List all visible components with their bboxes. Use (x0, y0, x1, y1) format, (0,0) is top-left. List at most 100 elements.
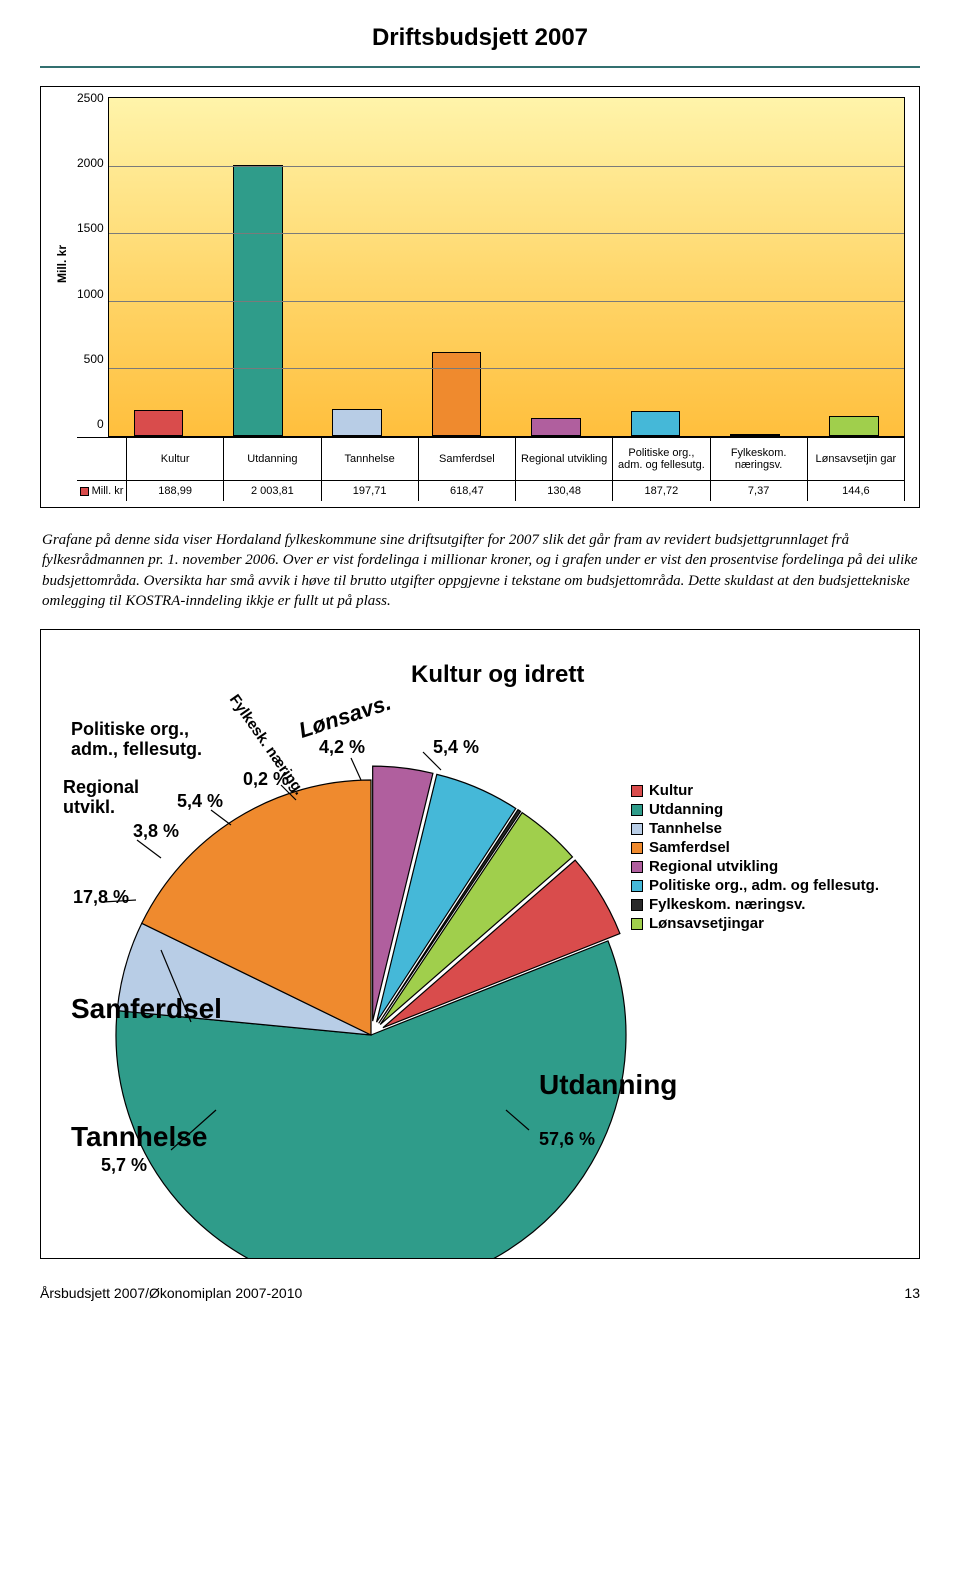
pie-legend-swatch (631, 823, 643, 835)
title-rule (40, 66, 920, 68)
pie-leader-line (211, 810, 231, 825)
pie-legend-item: Tannhelse (631, 820, 879, 837)
bar-value-cell: 130,48 (516, 481, 613, 501)
bar-category-label: Politiske org., adm. og fellesutg. (613, 438, 710, 480)
pie-callout-samferdsel-title: Samferdsel (71, 994, 222, 1025)
pie-callout-tannhelse-title: Tannhelse (71, 1122, 207, 1153)
pie-legend-label: Samferdsel (649, 839, 730, 856)
pie-legend-swatch (631, 918, 643, 930)
bar (829, 416, 879, 436)
pie-legend-swatch (631, 842, 643, 854)
pie-legend-label: Tannhelse (649, 820, 722, 837)
bar (134, 410, 184, 436)
pie-callout-kultur-title: Kultur og idrett (411, 662, 584, 688)
bar-legend-swatch (80, 487, 89, 496)
bar-ytick: 1000 (77, 287, 104, 301)
pie-legend-swatch (631, 785, 643, 797)
bar-y-axis-label: Mill. kr (55, 97, 73, 437)
bar-gridline (109, 233, 904, 234)
pie-legend-label: Fylkeskom. næringsv. (649, 896, 805, 913)
bar-category-label: Kultur (127, 438, 224, 480)
bar (631, 411, 681, 436)
pie-callout-politiske-1: Politiske org., (71, 720, 189, 740)
pie-chart-panel: Kultur Utdanning Tannhelse Samferdsel Region… (40, 629, 920, 1259)
pie-callout-utdanning-pct: 57,6 % (539, 1130, 595, 1150)
bar-gridline (109, 166, 904, 167)
pie-callout-regional-pct: 3,8 % (133, 822, 179, 842)
bar-value-row: Mill. kr 188,992 003,81197,71618,47130,4… (77, 480, 905, 501)
bar-ytick: 2000 (77, 156, 104, 170)
pie-leader-line (137, 840, 161, 858)
bar-category-label: Utdanning (224, 438, 321, 480)
pie-callout-naering-pct: 0,2 % (243, 770, 289, 790)
pie-legend-item: Regional utvikling (631, 858, 879, 875)
bar-category-label: Fylkeskom. næringsv. (711, 438, 808, 480)
bar-plot-area (108, 97, 905, 437)
pie-legend-item: Kultur (631, 782, 879, 799)
bar-chart-panel: Mill. kr 2500 2000 1500 1000 500 0 KulturUtda… (40, 86, 920, 508)
pie-callout-utdanning-title: Utdanning (539, 1070, 677, 1101)
pie-legend-label: Politiske org., adm. og fellesutg. (649, 877, 879, 894)
bar-ytick: 2500 (77, 91, 104, 105)
pie-callout-tannhelse-pct: 5,7 % (101, 1156, 147, 1176)
bar-category-label: Lønsavsetjin gar (808, 438, 905, 480)
bar-column (407, 98, 506, 436)
pie-legend-swatch (631, 861, 643, 873)
bar (432, 352, 482, 436)
description-paragraph: Grafane på denne sida viser Hordaland fy… (42, 530, 918, 611)
pie-callout-samferdsel-pct: 17,8 % (73, 888, 129, 908)
bar-y-ticks: 2500 2000 1500 1000 500 0 (73, 91, 108, 431)
bar-category-label: Samferdsel (419, 438, 516, 480)
page-title: Driftsbudsjett 2007 (40, 24, 920, 52)
pie-legend-item: Utdanning (631, 801, 879, 818)
bar (531, 418, 581, 436)
pie-legend-label: Lønsavsetjingar (649, 915, 764, 932)
bar-value-cell: 2 003,81 (224, 481, 321, 501)
pie-legend-swatch (631, 804, 643, 816)
bar-gridline (109, 301, 904, 302)
pie-legend-item: Politiske org., adm. og fellesutg. (631, 877, 879, 894)
bar-ytick: 500 (77, 352, 104, 366)
bar-header-row: KulturUtdanningTannhelseSamferdselRegion… (77, 437, 905, 480)
footer-left: Årsbudsjett 2007/Økonomiplan 2007-2010 (40, 1285, 302, 1301)
bar-category-label: Tannhelse (322, 438, 419, 480)
bar-ytick: 0 (77, 417, 104, 431)
bar-group (109, 98, 904, 436)
pie-legend-item: Lønsavsetjingar (631, 915, 879, 932)
pie-callout-kultur-pct: 5,4 % (433, 738, 479, 758)
pie-legend-swatch (631, 880, 643, 892)
bar-value-cell: 618,47 (419, 481, 516, 501)
pie-legend-item: Fylkeskom. næringsv. (631, 896, 879, 913)
bar-column (109, 98, 208, 436)
bar-column (606, 98, 705, 436)
bar-ytick: 1500 (77, 221, 104, 235)
bar-column (805, 98, 904, 436)
bar-legend-label: Mill. kr (92, 485, 124, 497)
bar-column (308, 98, 407, 436)
pie-callout-lons-pct: 4,2 % (319, 738, 365, 758)
bar-category-label: Regional utvikling (516, 438, 613, 480)
pie-legend-item: Samferdsel (631, 839, 879, 856)
pie-callout-regional-2: utvikl. (63, 798, 115, 818)
bar-value-cell: 197,71 (322, 481, 419, 501)
bar-column (705, 98, 804, 436)
bar-gridline (109, 368, 904, 369)
pie-callout-regional-1: Regional (63, 778, 139, 798)
pie-legend-label: Regional utvikling (649, 858, 778, 875)
bar-column (506, 98, 605, 436)
bar-column (208, 98, 307, 436)
bar-value-cell: 7,37 (711, 481, 808, 501)
bar-value-cell: 188,99 (127, 481, 224, 501)
pie-callout-politiske-2: adm., fellesutg. (71, 740, 202, 760)
bar-series-legend: Mill. kr (77, 481, 127, 501)
bar (332, 409, 382, 436)
pie-legend-label: Utdanning (649, 801, 723, 818)
pie-legend: Kultur Utdanning Tannhelse Samferdsel Region… (631, 780, 879, 934)
bar-value-cell: 187,72 (613, 481, 710, 501)
pie-legend-label: Kultur (649, 782, 693, 799)
pie-callout-politiske-pct: 5,4 % (177, 792, 223, 812)
bar-value-cell: 144,6 (808, 481, 905, 501)
page-footer: Årsbudsjett 2007/Økonomiplan 2007-2010 1… (40, 1285, 920, 1301)
pie-leader-line (351, 758, 361, 780)
pie-legend-swatch (631, 899, 643, 911)
